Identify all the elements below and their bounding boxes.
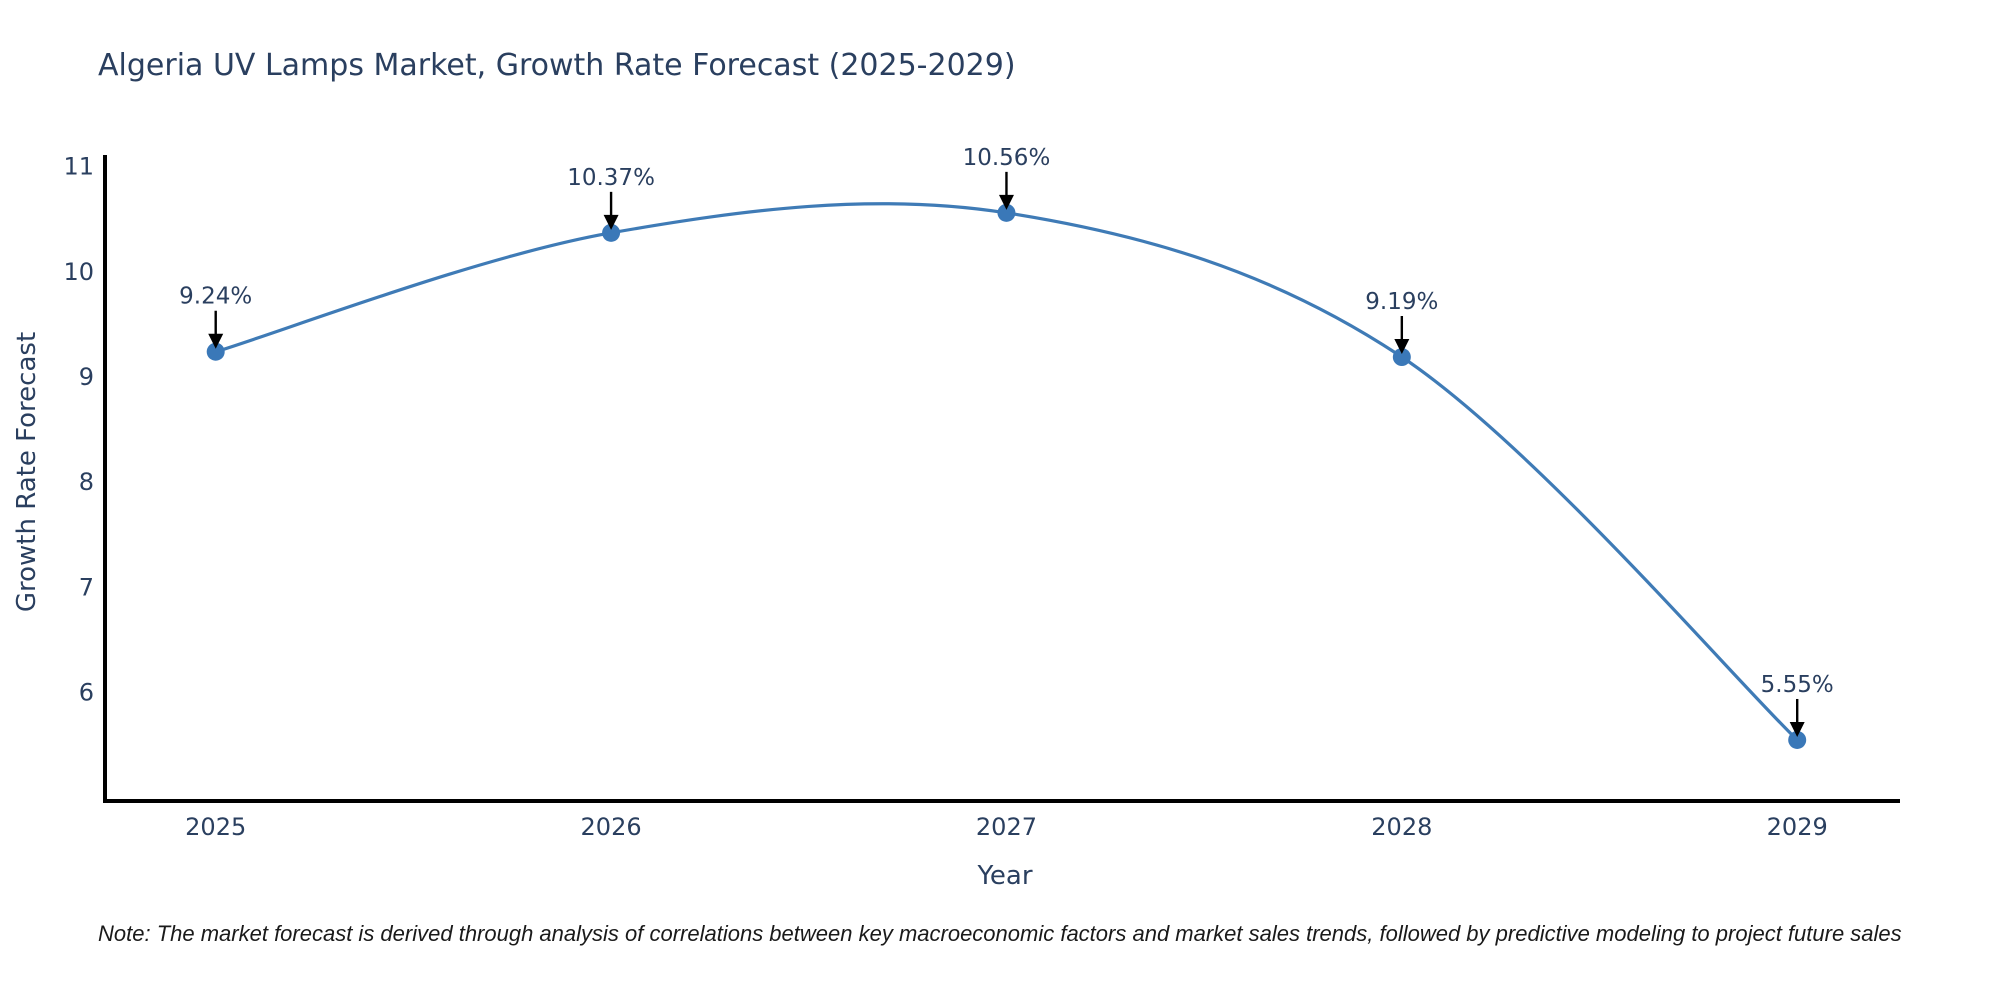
data-point-2029 bbox=[1788, 730, 1807, 749]
chart-footnote: Note: The market forecast is derived thr… bbox=[98, 921, 1902, 946]
x-axis-title: Year bbox=[977, 861, 1033, 891]
x-tick-label: 2029 bbox=[1767, 813, 1828, 841]
y-tick-label: 8 bbox=[79, 468, 94, 496]
x-tick-label: 2026 bbox=[581, 813, 642, 841]
annotation-arrow-head bbox=[603, 214, 619, 230]
y-tick-label: 6 bbox=[79, 679, 94, 707]
y-axis-title: Growth Rate Forecast bbox=[12, 331, 42, 613]
x-tick-label: 2028 bbox=[1371, 813, 1432, 841]
x-tick-label: 2025 bbox=[185, 813, 246, 841]
annotation-arrow-head bbox=[1394, 339, 1410, 355]
data-point-2027 bbox=[997, 203, 1016, 222]
forecast-line bbox=[214, 202, 1799, 742]
annotation-label: 5.55% bbox=[1761, 672, 1834, 698]
x-tick-label: 2027 bbox=[976, 813, 1037, 841]
annotation-arrow-head bbox=[208, 333, 224, 349]
annotation-arrow-head bbox=[1789, 721, 1805, 737]
data-point-2025 bbox=[206, 342, 225, 361]
annotation-label: 10.37% bbox=[567, 165, 655, 191]
y-tick-label: 10 bbox=[63, 258, 94, 286]
data-point-2026 bbox=[602, 223, 621, 242]
annotation-label: 9.24% bbox=[179, 284, 252, 310]
data-point-2028 bbox=[1392, 348, 1411, 367]
y-tick-label: 9 bbox=[79, 363, 94, 391]
y-tick-label: 7 bbox=[79, 573, 94, 601]
annotation-label: 9.19% bbox=[1365, 289, 1438, 315]
annotation-arrow-head bbox=[998, 194, 1014, 210]
y-tick-label: 11 bbox=[63, 153, 94, 181]
annotation-label: 10.56% bbox=[963, 145, 1051, 171]
chart-title: Algeria UV Lamps Market, Growth Rate For… bbox=[98, 48, 1016, 83]
